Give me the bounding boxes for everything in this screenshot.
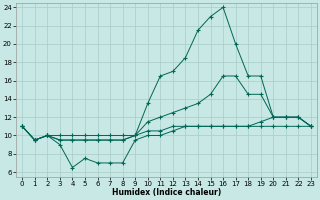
X-axis label: Humidex (Indice chaleur): Humidex (Indice chaleur) [112,188,221,197]
